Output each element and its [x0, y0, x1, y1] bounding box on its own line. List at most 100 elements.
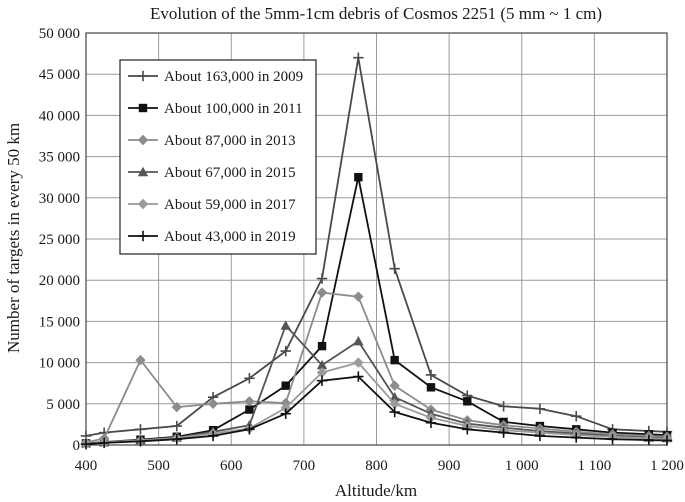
y-tick-label: 25 000 — [39, 232, 80, 248]
data-point — [316, 287, 328, 298]
data-point — [316, 359, 328, 370]
data-point — [425, 369, 437, 381]
data-point — [280, 345, 291, 357]
chart-title: Evolution of the 5mm-1cm debris of Cosmo… — [150, 4, 602, 23]
y-tick-label: 35 000 — [39, 150, 80, 166]
legend-label: About 100,000 in 2011 — [164, 101, 303, 117]
x-tick-label: 800 — [365, 458, 388, 474]
plot-frame — [85, 32, 668, 446]
legend: About 163,000 in 2009 About 100,000 in 20… — [119, 59, 317, 255]
series-line — [85, 56, 668, 437]
data-point — [425, 417, 437, 428]
legend-marker — [137, 198, 149, 210]
data-point — [353, 52, 364, 63]
data-point — [354, 173, 363, 182]
data-point — [135, 424, 146, 435]
y-tick-label: 30 000 — [39, 191, 80, 207]
data-point — [426, 383, 436, 392]
y-tick-label: 0 — [73, 438, 81, 454]
data-point — [498, 401, 509, 412]
legend-entry: About 163,000 in 2009 — [128, 69, 303, 85]
y-tick-label: 40 000 — [39, 108, 80, 124]
data-point — [353, 371, 364, 382]
data-point — [534, 403, 546, 414]
data-point — [244, 373, 255, 384]
legend-label: About 163,000 in 2009 — [164, 69, 303, 85]
data-point — [207, 398, 219, 409]
data-point — [661, 435, 673, 446]
legend-box — [119, 59, 317, 255]
legend-marker — [137, 230, 149, 242]
legend-entry: About 100,000 in 2011 — [128, 101, 303, 117]
x-tick-label: 400 — [75, 458, 98, 474]
data-point — [390, 355, 399, 365]
data-point — [353, 357, 364, 368]
data-point — [244, 396, 255, 407]
series-6 — [80, 371, 673, 450]
data-point — [244, 424, 255, 435]
x-tick-label: 600 — [220, 458, 243, 474]
legend-marker — [137, 70, 149, 82]
y-tick-label: 20 000 — [39, 273, 80, 289]
legend-marker — [138, 103, 148, 113]
data-point — [135, 436, 146, 447]
legend-entry: About 87,000 in 2013 — [128, 133, 296, 149]
legend-label: About 59,000 in 2017 — [164, 197, 296, 213]
data-point — [98, 437, 110, 449]
legend-marker — [137, 166, 149, 177]
data-point — [389, 398, 400, 409]
series-line — [85, 361, 668, 445]
data-point — [316, 367, 328, 378]
x-tick-label: 1 000 — [505, 458, 539, 474]
y-tick-label: 15 000 — [39, 314, 80, 330]
data-point — [389, 406, 400, 418]
y-tick-label: 5 000 — [46, 397, 80, 413]
data-point — [353, 291, 364, 302]
data-point — [607, 434, 618, 445]
data-point — [316, 375, 328, 386]
data-point — [280, 408, 291, 419]
x-tick-label: 900 — [438, 458, 461, 474]
legend-label: About 43,000 in 2019 — [164, 229, 296, 245]
data-point — [353, 335, 364, 346]
x-tick-label: 1 200 — [650, 458, 684, 474]
series-line — [85, 291, 668, 444]
data-point — [171, 420, 182, 432]
data-point — [80, 438, 92, 450]
data-point — [498, 427, 509, 438]
legend-label: About 67,000 in 2015 — [164, 165, 296, 181]
series-1 — [80, 52, 673, 442]
y-tick-label: 45 000 — [39, 67, 80, 83]
data-point — [280, 320, 291, 330]
legend-marker — [137, 134, 149, 146]
series-lines — [80, 52, 673, 450]
data-point — [171, 401, 182, 413]
data-point — [317, 341, 327, 351]
data-point — [245, 405, 254, 414]
data-point — [389, 392, 400, 402]
data-point — [171, 434, 182, 445]
grid — [85, 32, 668, 446]
data-point — [571, 432, 582, 443]
legend-entry: About 67,000 in 2015 — [128, 165, 296, 181]
legend-entry: About 59,000 in 2017 — [128, 197, 296, 213]
x-tick-label: 1 100 — [578, 458, 612, 474]
data-point — [389, 263, 400, 274]
data-point — [463, 397, 472, 406]
data-point — [281, 381, 290, 390]
data-point — [135, 354, 146, 366]
data-point — [571, 410, 582, 422]
y-tick-label: 50 000 — [39, 26, 80, 42]
data-point — [316, 273, 328, 284]
data-point — [389, 380, 400, 391]
data-point — [534, 430, 546, 442]
data-point — [643, 434, 655, 446]
legend-entry: About 43,000 in 2019 — [128, 229, 296, 245]
data-point — [462, 424, 473, 435]
y-axis-label: Number of targets in every 50 km — [4, 123, 23, 353]
series-line — [85, 375, 668, 446]
x-tick-label: 500 — [147, 458, 170, 474]
legend-label: About 87,000 in 2013 — [164, 133, 296, 149]
